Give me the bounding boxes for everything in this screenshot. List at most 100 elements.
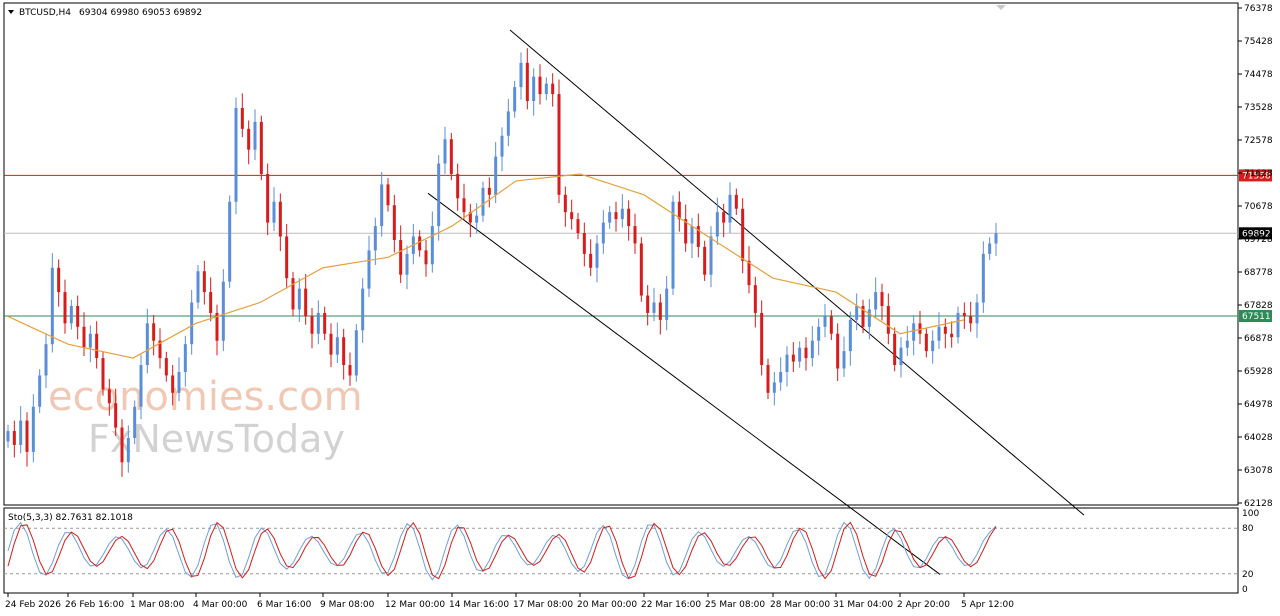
candle-body xyxy=(722,212,726,223)
time-tick-label: 17 Mar 08:00 xyxy=(513,600,573,610)
candle-body xyxy=(639,243,643,296)
candle-body xyxy=(671,201,675,289)
price-tick-label: 64028 xyxy=(1244,433,1273,443)
candle-body xyxy=(709,236,713,275)
stochastic-pane[interactable] xyxy=(3,507,1239,594)
candle-body xyxy=(468,212,472,223)
candle-body xyxy=(38,375,42,407)
candle-body xyxy=(563,194,567,213)
candle-body xyxy=(785,354,789,372)
candle-body xyxy=(380,184,384,227)
candle-body xyxy=(880,292,884,306)
channel-line[interactable] xyxy=(427,192,941,575)
time-axis[interactable]: 24 Feb 2026 26 Feb 16:00 1 Mar 08:00 4 Mar … xyxy=(5,593,1014,610)
candle-body xyxy=(228,201,232,282)
stochastic-lines: 100 80 20 0 xyxy=(4,509,1259,595)
candle-body xyxy=(462,198,466,213)
candle-body xyxy=(513,87,517,112)
candle-body xyxy=(684,219,688,244)
candle-body xyxy=(551,83,555,95)
chart-shift-icon[interactable] xyxy=(996,5,1006,10)
candle-body xyxy=(589,253,593,268)
candle-body xyxy=(183,344,187,372)
candle-body xyxy=(297,288,301,310)
candle-body xyxy=(177,371,181,393)
candle-body xyxy=(665,288,669,320)
candle-body xyxy=(969,316,973,324)
candle-body xyxy=(804,347,808,359)
candle-body xyxy=(424,250,428,265)
level-tag-label: 69892 xyxy=(1242,229,1271,239)
candle-body xyxy=(6,431,10,442)
candle-body xyxy=(107,389,111,404)
candle-body xyxy=(456,173,460,199)
candle-body xyxy=(234,107,238,202)
candle-body xyxy=(481,187,485,216)
candle-body xyxy=(886,305,890,334)
candle-body xyxy=(88,333,92,348)
candle-body xyxy=(500,135,504,157)
candle-body xyxy=(126,437,130,463)
candle-body xyxy=(620,208,624,220)
price-tick-label: 64978 xyxy=(1244,400,1273,410)
time-tick-label: 9 Mar 08:00 xyxy=(320,600,375,610)
candle-body xyxy=(943,326,947,334)
price-tick-label: 62128 xyxy=(1244,499,1273,509)
collapse-triangle-icon[interactable] xyxy=(8,10,14,14)
time-tick-label: 1 Mar 08:00 xyxy=(130,600,185,610)
stochastic-main-line xyxy=(7,521,997,581)
main-pane[interactable] xyxy=(3,2,1239,506)
candle-body xyxy=(386,184,390,206)
stochastic-label: Sto(5,3,3) 82.7631 82.1018 xyxy=(8,513,133,523)
channel-line[interactable] xyxy=(509,29,1085,516)
stochastic-tick-label: 100 xyxy=(1242,509,1259,519)
candle-body xyxy=(595,243,599,268)
candle-body xyxy=(538,76,542,95)
candle-body xyxy=(329,333,333,355)
candle-body xyxy=(855,305,859,320)
candle-body xyxy=(373,226,377,251)
price-tick-label: 73528 xyxy=(1244,103,1273,113)
candle-body xyxy=(715,212,719,237)
candle-body xyxy=(627,208,631,227)
candle-body xyxy=(557,94,561,195)
time-tick-label: 25 Mar 08:00 xyxy=(705,600,765,610)
candle-body xyxy=(82,326,86,348)
candle-body xyxy=(658,302,662,320)
candle-body xyxy=(861,305,865,327)
candle-body xyxy=(152,323,156,341)
candle-body xyxy=(285,236,289,279)
time-tick-label: 14 Mar 16:00 xyxy=(449,600,509,610)
candle-body xyxy=(158,340,162,359)
candle-body xyxy=(817,326,821,341)
candle-body xyxy=(342,337,346,366)
candle-body xyxy=(741,208,745,261)
time-tick-label: 4 Mar 00:00 xyxy=(193,600,248,610)
price-tick-label: 74478 xyxy=(1244,70,1273,80)
candle-body xyxy=(25,420,29,452)
candle-body xyxy=(145,323,149,366)
candle-body xyxy=(367,250,371,289)
stochastic-tick-label: 0 xyxy=(1242,585,1248,595)
candle-body xyxy=(614,212,618,220)
candle-body xyxy=(905,340,909,348)
candle-body xyxy=(278,201,282,237)
level-tag-label: 71558 xyxy=(1242,171,1271,181)
time-tick-label: 12 Mar 00:00 xyxy=(385,600,445,610)
candlesticks xyxy=(6,48,998,477)
candle-body xyxy=(209,292,213,313)
candle-body xyxy=(544,83,548,95)
candle-body xyxy=(899,347,903,366)
candle-body xyxy=(608,212,612,223)
candle-body xyxy=(766,365,770,393)
candle-body xyxy=(240,107,244,129)
price-tick-label: 71628 xyxy=(1244,169,1273,179)
candle-body xyxy=(323,312,327,334)
candle-body xyxy=(874,292,878,310)
price-axis[interactable]: 76378 75428 74478 73528 72578 71628 70678 69728… xyxy=(1238,4,1273,509)
candle-body xyxy=(823,316,827,327)
candle-body xyxy=(532,76,536,102)
candle-body xyxy=(519,62,523,88)
candle-body xyxy=(304,288,308,317)
